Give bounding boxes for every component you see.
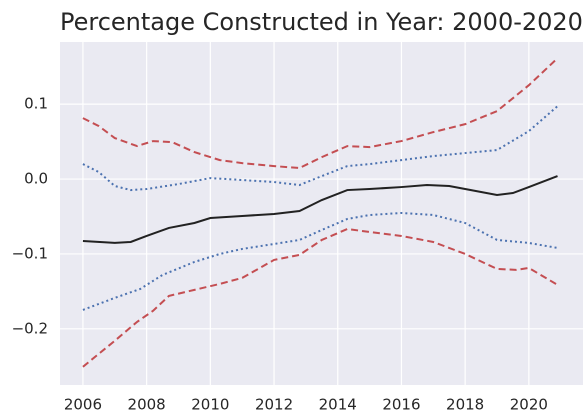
y-tick-label: 0.1: [24, 95, 48, 113]
series-line: [82, 211, 558, 311]
x-tick-label: 2020: [510, 396, 548, 414]
x-tick-label: 2014: [319, 396, 357, 414]
x-tick-label: 2016: [382, 396, 420, 414]
chart-title: Percentage Constructed in Year: 2000-202…: [60, 8, 583, 36]
x-tick-label: 2010: [191, 396, 229, 414]
series-line: [82, 57, 559, 170]
x-tick-label: 2006: [64, 396, 102, 414]
x-tick-label: 2012: [255, 396, 293, 414]
y-tick-label: −0.2: [12, 319, 48, 337]
x-tick-label: 2018: [446, 396, 484, 414]
y-tick-label: 0.0: [24, 170, 48, 188]
y-tick-label: −0.1: [12, 244, 48, 262]
series-line: [82, 175, 558, 244]
plot-area: [60, 42, 583, 385]
series-line: [82, 105, 559, 192]
x-tick-label: 2008: [128, 396, 166, 414]
